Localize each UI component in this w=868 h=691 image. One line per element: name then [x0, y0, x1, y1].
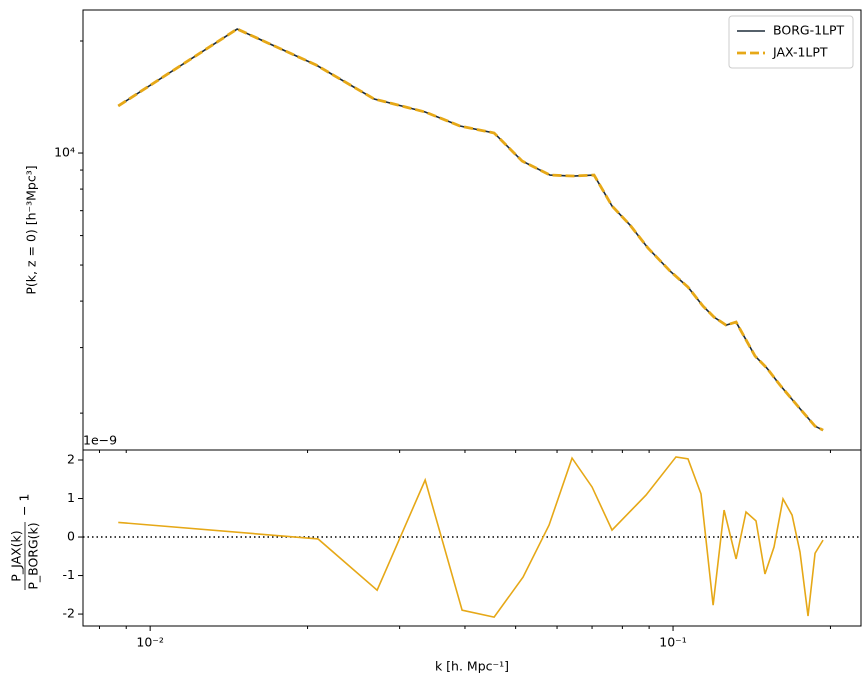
- y-label-numerator: P_JAX(k): [9, 530, 24, 581]
- y-tick-label: 2: [67, 452, 75, 467]
- axes-frame: [82, 9, 862, 451]
- y-label-suffix: − 1: [17, 494, 32, 516]
- y-axis-label: P(k, z = 0) [h⁻³Mpc³]: [24, 165, 39, 294]
- y-tick-label: 10⁴: [54, 145, 75, 160]
- legend-label: BORG-1LPT: [773, 23, 845, 38]
- y-tick-label: 0: [67, 529, 75, 544]
- series-line: [117, 27, 824, 432]
- x-tick-label: 10⁻²: [136, 635, 164, 650]
- offset-label: 1e−9: [83, 433, 117, 448]
- legend-label: JAX-1LPT: [772, 45, 828, 60]
- axes-frame: [82, 449, 862, 627]
- y-axis-label: P_JAX(k) P_BORG(k) − 1: [9, 494, 41, 590]
- y-tick-label: 1: [67, 490, 75, 505]
- y-tick-label: -2: [63, 606, 75, 621]
- x-tick-label: 10⁻¹: [659, 635, 687, 650]
- series-line: [118, 456, 824, 619]
- legend-box: [728, 15, 854, 69]
- y-label-denominator: P_BORG(k): [26, 522, 41, 589]
- y-tick-label: -1: [63, 567, 75, 582]
- series-line: [117, 28, 824, 431]
- x-axis-label: k [h. Mpc⁻¹]: [435, 659, 509, 674]
